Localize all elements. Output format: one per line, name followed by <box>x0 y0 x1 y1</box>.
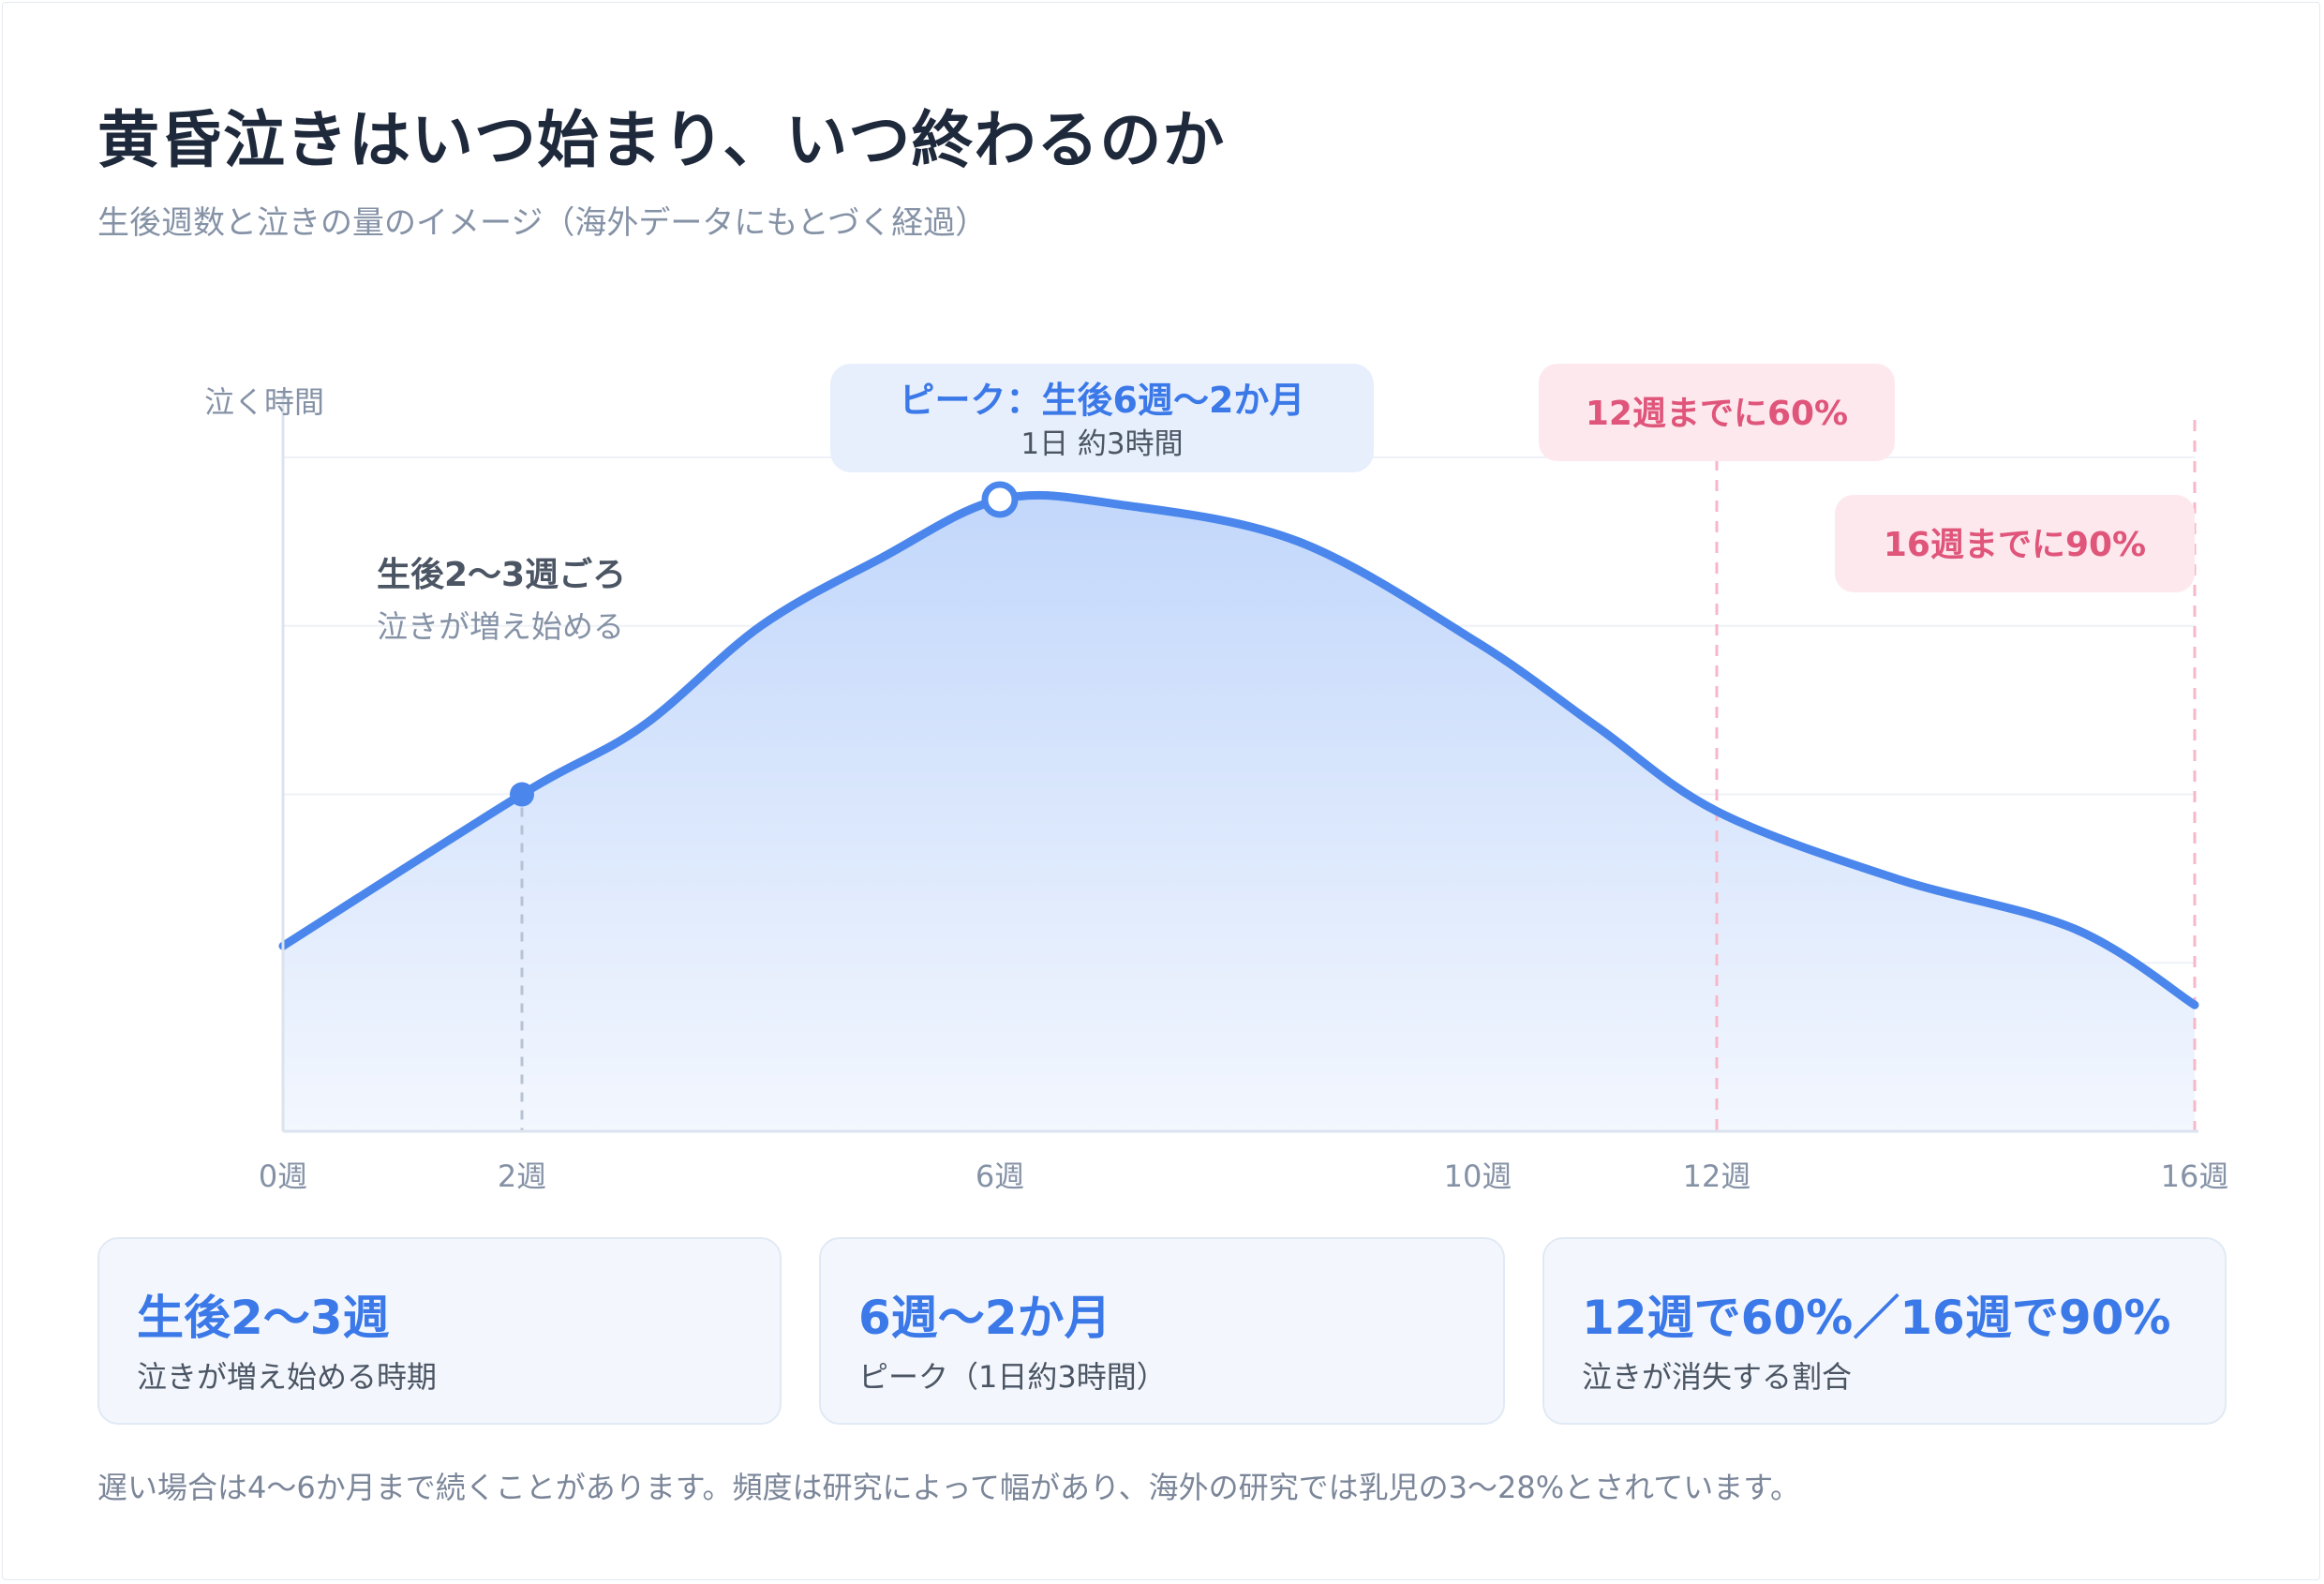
peak-callout-title: ピーク：生後6週〜2か月 <box>900 380 1305 421</box>
footnote: 遅い場合は4〜6か月まで続くことがあります。頻度は研究によって幅があり、海外の研… <box>97 1470 1801 1505</box>
onset-annotation-text: 泣きが増え始める <box>377 608 624 645</box>
card-peak-value: 6週〜2か月 <box>858 1291 1111 1345</box>
peak-point-marker <box>981 481 1019 518</box>
crying-series-line <box>278 490 2199 1009</box>
week16-badge-label: 16週までに90% <box>1884 526 2146 564</box>
card-resolution-label: 泣きが消失する割合 <box>1582 1359 1853 1395</box>
x-tick-label: 16週 <box>2161 1158 2229 1194</box>
x-tick-label: 0週 <box>259 1158 307 1194</box>
week12-badge <box>1539 364 1895 461</box>
x-tick-label: 6週 <box>976 1158 1024 1194</box>
onset-annotation-title: 生後2〜3週ごろ <box>377 556 626 594</box>
card-peak-label: ピーク（1日約3時間） <box>858 1359 1167 1395</box>
x-tick-label: 10週 <box>1444 1158 1512 1194</box>
card-onset-label: 泣きが増え始める時期 <box>137 1359 438 1395</box>
summary-card-peak: 6週〜2か月 ピーク（1日約3時間） <box>819 1237 1505 1425</box>
page-title: 黄昏泣きはいつ始まり、いつ終わるのか <box>97 104 1226 176</box>
card-onset-value: 生後2〜3週 <box>137 1291 390 1345</box>
crying-area <box>283 495 2195 1131</box>
x-tick-label: 12週 <box>1683 1158 1751 1194</box>
week12-badge-label: 12週までに60% <box>1586 395 1848 433</box>
summary-card-onset: 生後2〜3週 泣きが増え始める時期 <box>97 1237 782 1425</box>
card-resolution-value: 12週で60%／16週で90% <box>1582 1291 2171 1345</box>
week16-badge <box>1835 495 2195 592</box>
peak-callout-box <box>830 364 1374 472</box>
peak-callout-text: 1日 約3時間 <box>1020 427 1183 461</box>
x-tick-label: 2週 <box>498 1158 546 1194</box>
onset-point-marker <box>510 782 534 807</box>
summary-card-resolution: 12週で60%／16週で90% 泣きが消失する割合 <box>1542 1237 2227 1425</box>
page-subtitle: 生後週数と泣きの量のイメージ（海外データにもとづく経過） <box>97 204 988 242</box>
y-axis-label: 泣く時間 <box>204 384 324 420</box>
